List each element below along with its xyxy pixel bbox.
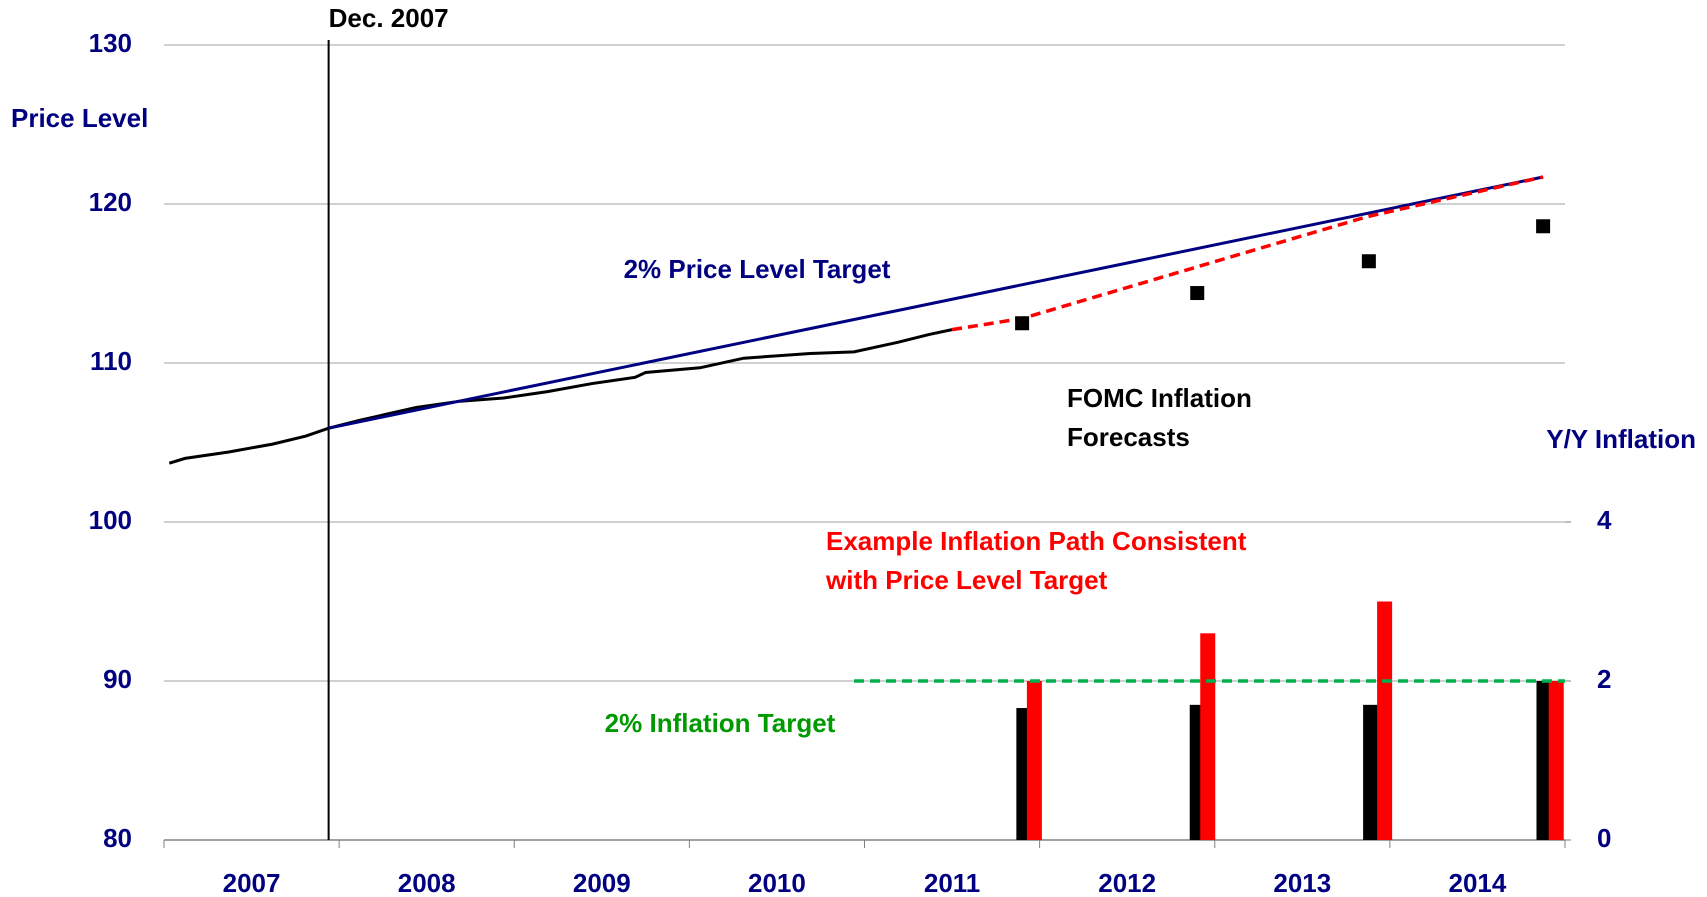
bar: [1200, 633, 1216, 840]
y-tick-label: 130: [89, 28, 132, 58]
reference-label: Dec. 2007: [329, 3, 449, 33]
annotation: with Price Level Target: [825, 565, 1108, 595]
x-tick-label: 2011: [924, 868, 980, 897]
y-tick-label: 90: [103, 664, 132, 694]
bar: [1363, 704, 1379, 840]
y-tick-label: 120: [89, 187, 132, 217]
annotation: 2% Price Level Target: [624, 254, 891, 284]
x-tick-label: 2013: [1273, 868, 1331, 897]
x-tick-label: 2007: [223, 868, 281, 897]
line: [168, 328, 953, 465]
x-tick-label: 2010: [748, 868, 806, 897]
annotation: FOMC Inflation: [1067, 383, 1252, 413]
point: [1190, 286, 1205, 301]
bar: [1026, 681, 1042, 840]
bar: [1548, 681, 1564, 840]
x-tick-label: 2014: [1449, 868, 1507, 897]
y2-axis-label: Y/Y Inflation: [1546, 424, 1696, 454]
x-tick-label: 2012: [1098, 868, 1156, 897]
line: [328, 175, 1544, 430]
bar: [1536, 681, 1552, 840]
y-axis-label: Price Level: [11, 103, 148, 133]
x-tick-label: 2008: [398, 868, 456, 897]
y2-tick-label: 2: [1597, 664, 1611, 694]
annotation: Example Inflation Path Consistent: [826, 526, 1247, 556]
point: [1015, 316, 1030, 331]
y2-tick-label: 0: [1597, 823, 1611, 853]
annotation: Forecasts: [1067, 422, 1190, 452]
x-tick-label: 2009: [573, 868, 631, 897]
y-tick-label: 100: [89, 505, 132, 535]
point: [1536, 219, 1551, 234]
annotation: 2% Inflation Target: [605, 708, 836, 738]
point: [1361, 254, 1376, 269]
line: [951, 175, 1544, 332]
y2-tick-label: 4: [1597, 505, 1612, 535]
y-tick-label: 110: [90, 346, 132, 376]
y-tick-label: 80: [103, 823, 132, 853]
bar: [1377, 601, 1393, 840]
